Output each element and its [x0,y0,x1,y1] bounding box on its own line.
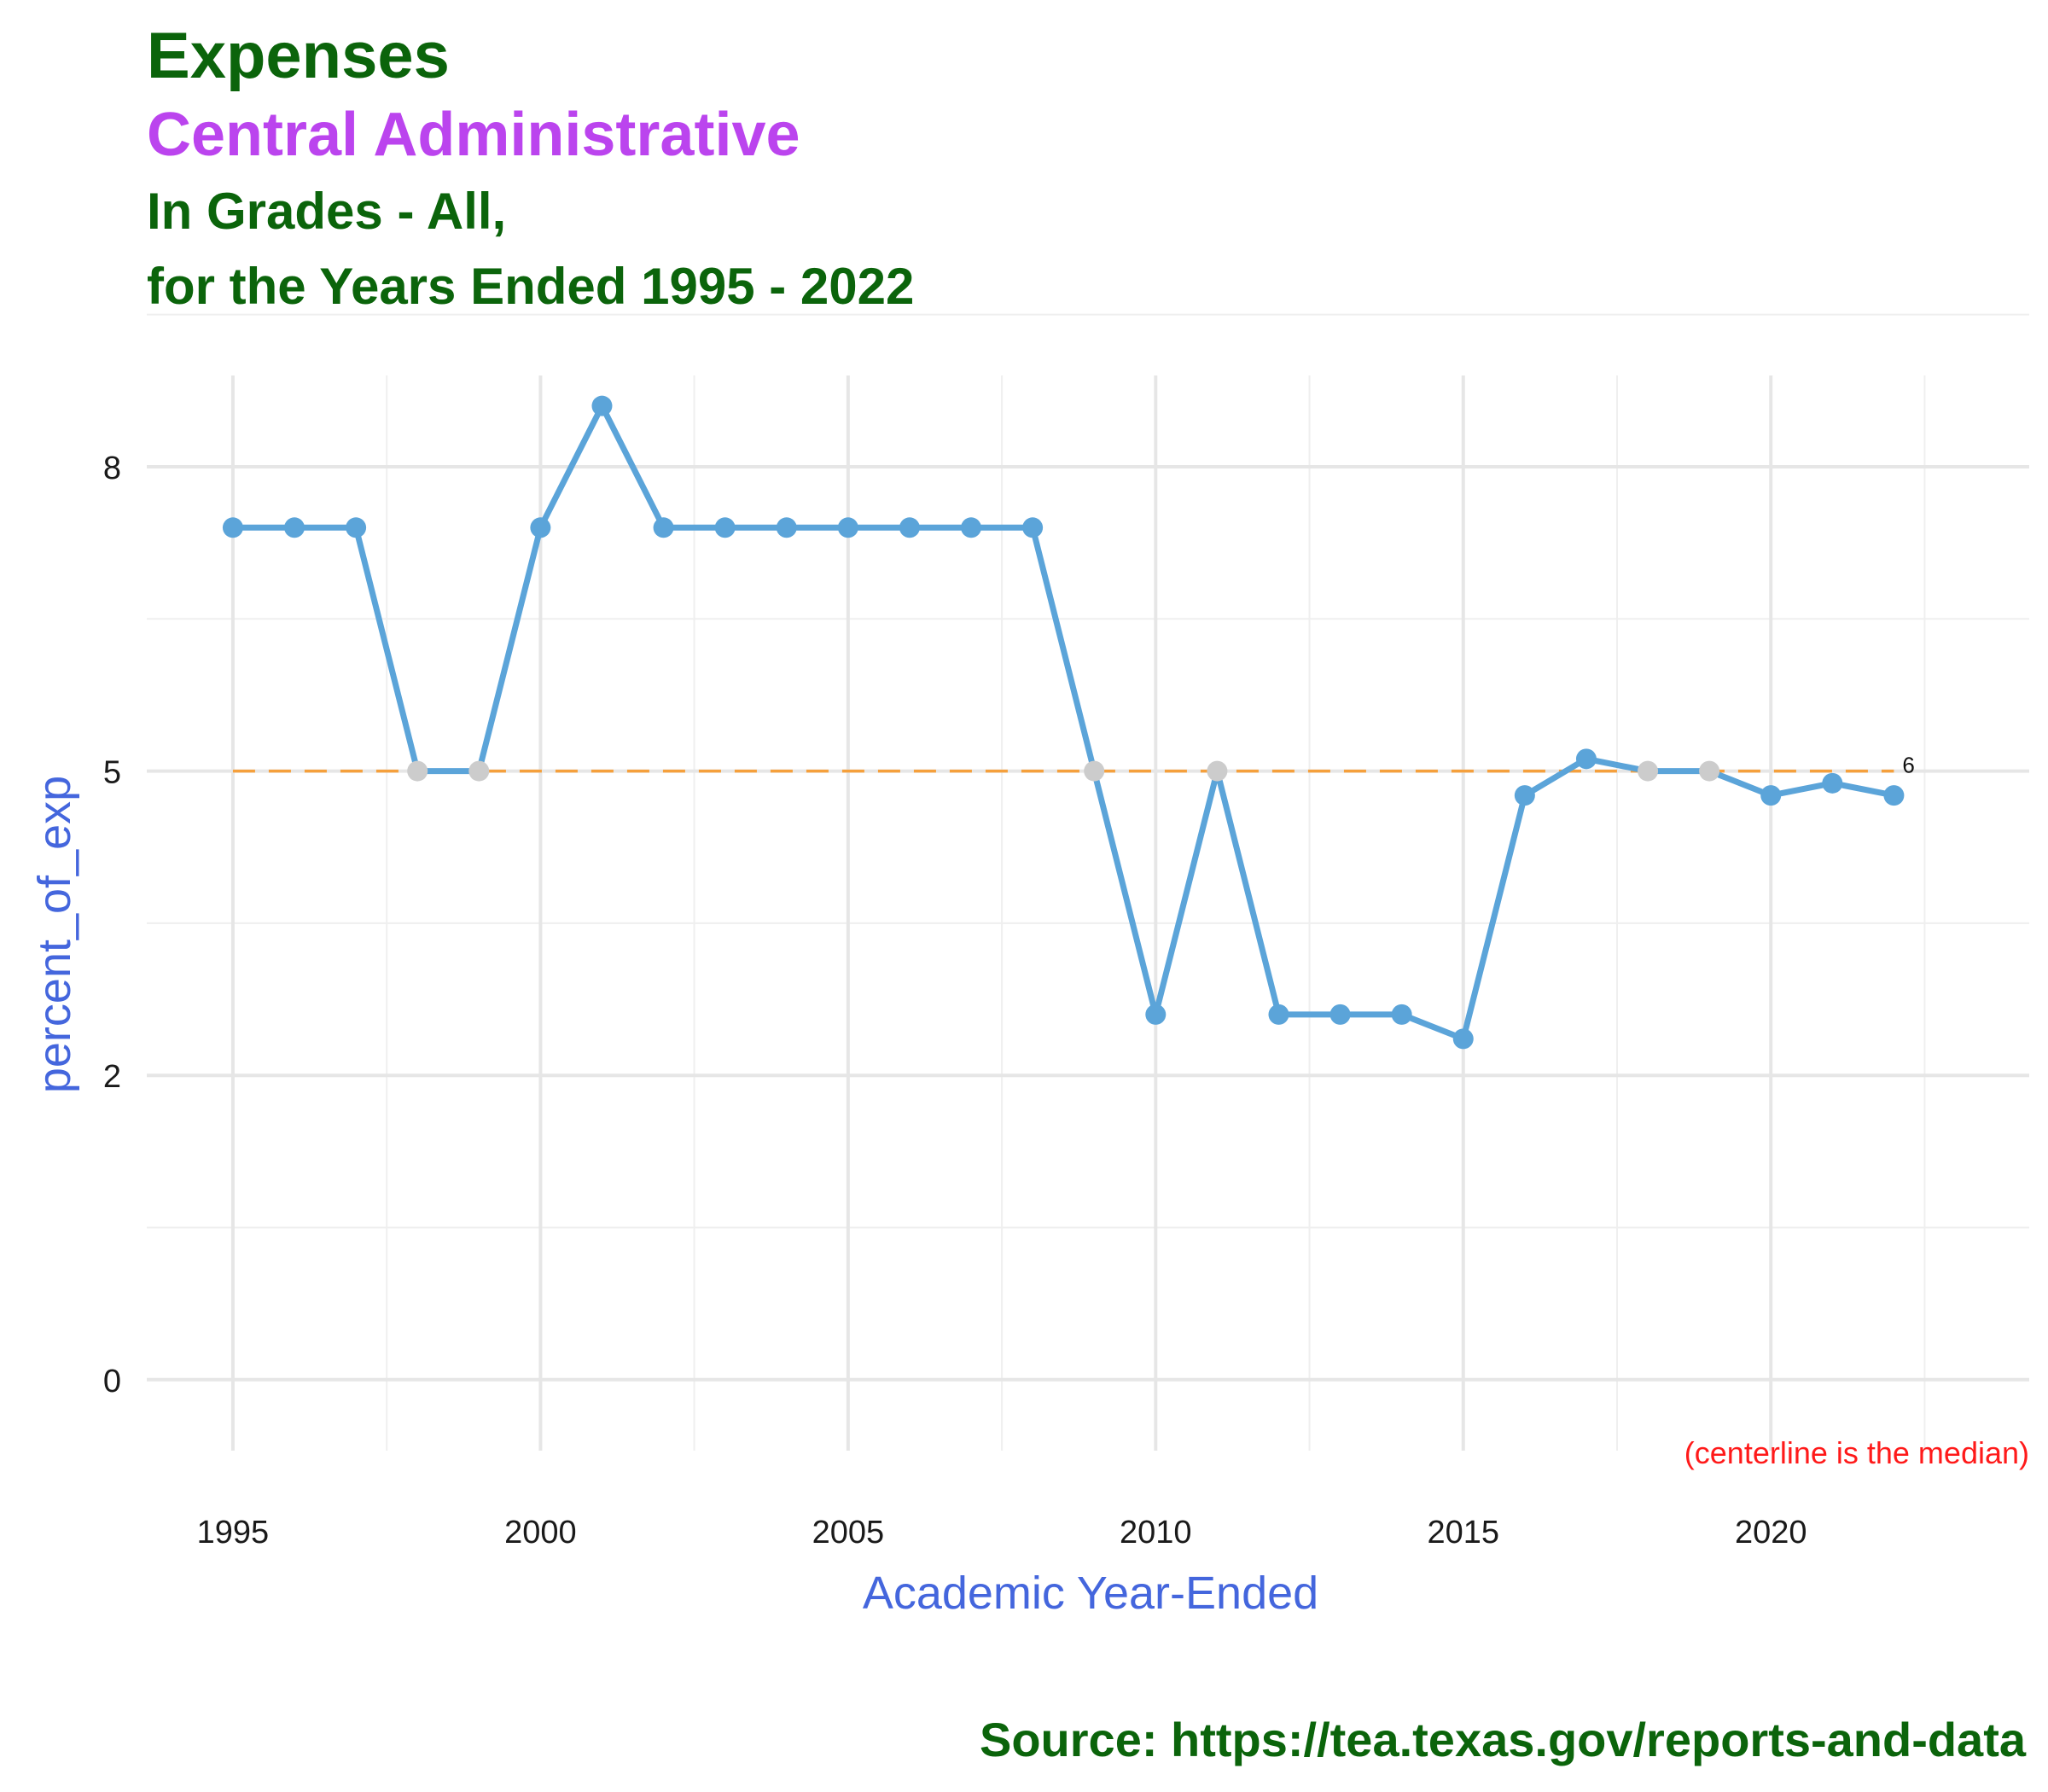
x-axis-title: Academic Year-Ended [863,1568,1318,1619]
x-tick-label: 2000 [504,1515,577,1551]
data-point-highlight [1207,760,1228,782]
median-layer: 6 [232,753,1915,778]
data-point-highlight [468,760,490,782]
y-tick-label: 8 [103,451,121,486]
data-point [1760,785,1782,806]
data-point [1822,772,1843,794]
data-point [714,517,736,538]
source-caption: Source: https://tea.texas.gov/reports-an… [979,1713,2026,1766]
x-tick-label: 1995 [197,1515,270,1551]
x-tick-label: 2010 [1120,1515,1192,1551]
data-point [1145,1004,1167,1025]
data-point [346,517,367,538]
x-tick-label: 2005 [812,1515,885,1551]
chart-subtitle: Central Administrative [147,101,800,169]
data-point [591,395,613,416]
data-point [284,517,305,538]
data-point [1329,1004,1351,1025]
series-line [230,403,1897,1042]
x-tick-label: 2015 [1427,1515,1499,1551]
series-layer [222,395,1905,1050]
data-point [961,517,982,538]
data-point [222,517,243,538]
median-note: (centerline is the median) [1684,1435,2029,1470]
data-point [837,517,858,538]
y-tick-label: 5 [103,755,121,791]
y-tick-label: 0 [103,1364,121,1399]
y-axis-title: percent_of_exp [29,776,80,1093]
data-point-highlight [407,760,428,782]
data-point [653,517,674,538]
data-point-highlight [1638,760,1659,782]
median-value-label: 6 [1902,753,1914,778]
chart-title-block: Expenses Central Administrative In Grade… [147,17,914,324]
data-point [776,517,797,538]
data-point [1575,748,1597,770]
data-point-highlight [1084,760,1105,782]
data-point [1268,1004,1289,1025]
data-point [1452,1028,1474,1050]
data-point [1022,517,1044,538]
chart-subtitle-years: for the Years Ended 1995 - 2022 [147,258,915,315]
data-point [530,517,551,538]
grid-minor [147,313,2029,1451]
data-point [899,517,920,538]
data-point [1883,785,1905,806]
y-tick-label: 2 [103,1059,121,1095]
data-point [1514,785,1535,806]
chart-title: Expenses [147,20,450,92]
x-tick-label: 2020 [1735,1515,1807,1551]
chart-subtitle-grades: In Grades - All, [147,183,507,240]
grid-major [147,375,2029,1451]
data-point-highlight [1699,760,1720,782]
ticks-layer: 1995 2000 2005 2010 2015 2020 0 2 5 8 [103,451,1807,1551]
data-point [1391,1004,1412,1025]
